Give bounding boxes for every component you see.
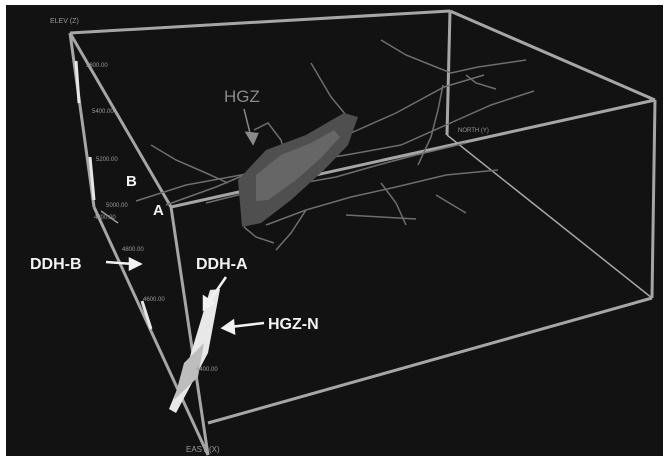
annotation-arrows [105,108,265,336]
working-drift-4 [265,169,499,226]
elev-tick-2: 5400.00 [92,109,114,115]
working-drift-9 [243,226,275,244]
elev-tick-3: 5200.00 [96,157,118,163]
point-a-label: A [153,202,164,219]
working-drift-10 [465,74,497,90]
ddh-a-arrow-line [206,276,228,304]
ddh-b-upper-segment [88,156,96,201]
elevation-axis-label: ELEV (Z) [50,18,79,25]
elev-tick-6: 4600.00 [143,297,165,303]
box-edge-bottom-right [446,134,653,299]
elevation-tick-labels: 5600.00 5400.00 5200.00 5000.00 4800.00 … [86,63,218,373]
working-raise-5 [275,209,307,251]
ddh-a-collar-trace [100,210,119,224]
working-drift-2 [135,90,535,202]
ddh-b-label: DDH-B [30,256,82,273]
ddh-a-arrowhead [202,294,216,312]
hgz-arrowhead [244,131,259,146]
working-raise-2 [417,84,444,166]
hgz-n-arrowhead [220,318,236,336]
bounding-box [68,9,657,456]
east-tick-1: 4400.00 [196,367,218,373]
point-b-label: B [126,173,137,190]
block-model-3d-view: 5600.00 5400.00 5200.00 5000.00 4800.00 … [30,9,657,456]
box-edge-top-left [68,32,173,208]
elev-tick-5: 4800.00 [122,247,144,253]
hgz-n-label: HGZ-N [268,316,319,333]
hgz-n-shade [174,343,204,400]
working-drift-5 [380,39,527,74]
box-edge-back-left-vertical [68,32,96,208]
hgz-label: HGZ [224,87,260,106]
hgz-ore-body [238,113,358,227]
box-edge-back-right-vertical [445,10,452,136]
working-raise-1 [310,62,352,122]
hgz-n-zone [169,289,220,413]
elev-tick-1: 5600.00 [86,63,108,69]
box-edge-top-right [449,9,656,102]
working-drift-7 [435,194,467,214]
visualization-frame: 5600.00 5400.00 5200.00 5000.00 4800.00 … [6,5,663,456]
north-axis-label: NORTH (Y) [458,128,489,134]
hgz-n-arrow-line [229,321,265,329]
working-drift-6 [150,144,229,184]
drillholes [74,60,153,330]
east-axis-label: EAST (X) [186,445,220,454]
box-edge-front-left-vertical [169,206,210,456]
ddh-b-lower-segment [140,300,153,330]
hgz-lens-core [256,130,340,201]
east-tick-2: 4200.00 [94,215,116,221]
working-drift-8 [345,214,417,220]
ddh-a-label: DDH-A [196,256,248,273]
ddh-b-arrowhead [128,256,143,272]
box-edge-front-right-vertical [650,99,657,299]
box-edge-bottom-left [92,206,210,456]
box-edge-top-back [69,9,451,35]
box-edge-bottom-front [207,296,653,425]
elev-tick-4: 5000.00 [106,203,128,209]
ddh-collar-segment [74,60,81,104]
